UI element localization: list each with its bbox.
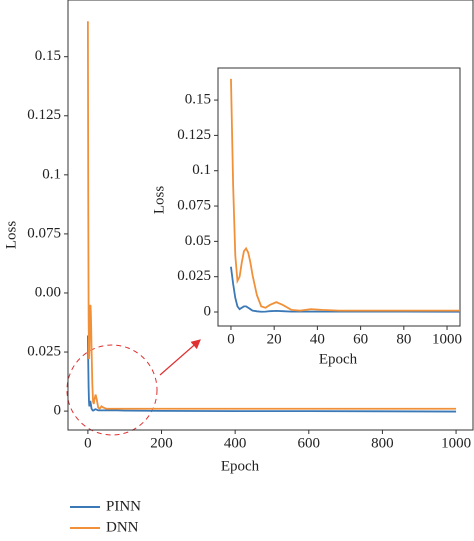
y-axis-label: Loss [3,221,19,250]
line-pinn [230,266,460,313]
x-tick-label: 800 [371,435,394,451]
x-tick-label: 400 [224,435,247,451]
x-axis-label: Epoch [221,458,260,474]
y-tick-label: 0.075 [27,225,61,241]
y-tick-label: 0.025 [27,343,61,359]
x-tick-label: 60 [353,331,368,347]
x-tick-label: 20 [267,331,282,347]
x-tick-label: 1000 [441,435,471,451]
y-tick-label: 0.00 [35,284,61,300]
line-dnn [230,78,460,312]
legend-label: DNN [106,519,139,535]
highlight-circle [66,344,158,436]
axes-frame [67,0,474,431]
y-tick-label: 0.15 [185,92,211,108]
y-tick-label: 0.05 [185,233,211,249]
y-tick-label: 0.025 [177,268,211,284]
x-tick-label: 200 [150,435,173,451]
y-tick-label: 0.125 [27,107,61,123]
line-dnn [86,21,457,411]
inset-background [218,68,460,326]
x-tick-label: 0 [84,435,92,451]
x-tick-label: 40 [310,331,325,347]
y-tick-label: 0.125 [177,127,211,143]
inset-y-axis-label: Loss [151,186,167,215]
x-tick-label: 0 [227,331,235,347]
x-tick-label: 80 [396,331,411,347]
x-tick-label: 1000 [432,331,462,347]
x-tick-label: 600 [298,435,321,451]
y-tick-label: 0.15 [35,48,61,64]
line-pinn [86,335,457,413]
y-tick-label: 0 [204,303,212,319]
y-tick-label: 0.1 [192,162,211,178]
y-tick-label: 0.075 [177,197,211,213]
arrow [159,339,201,376]
y-tick-label: 0 [54,403,62,419]
axes-frame [217,67,461,327]
inset-x-axis-label: Epoch [319,351,358,367]
y-tick-label: 0.1 [42,166,61,182]
legend-label: PINN [106,498,141,514]
